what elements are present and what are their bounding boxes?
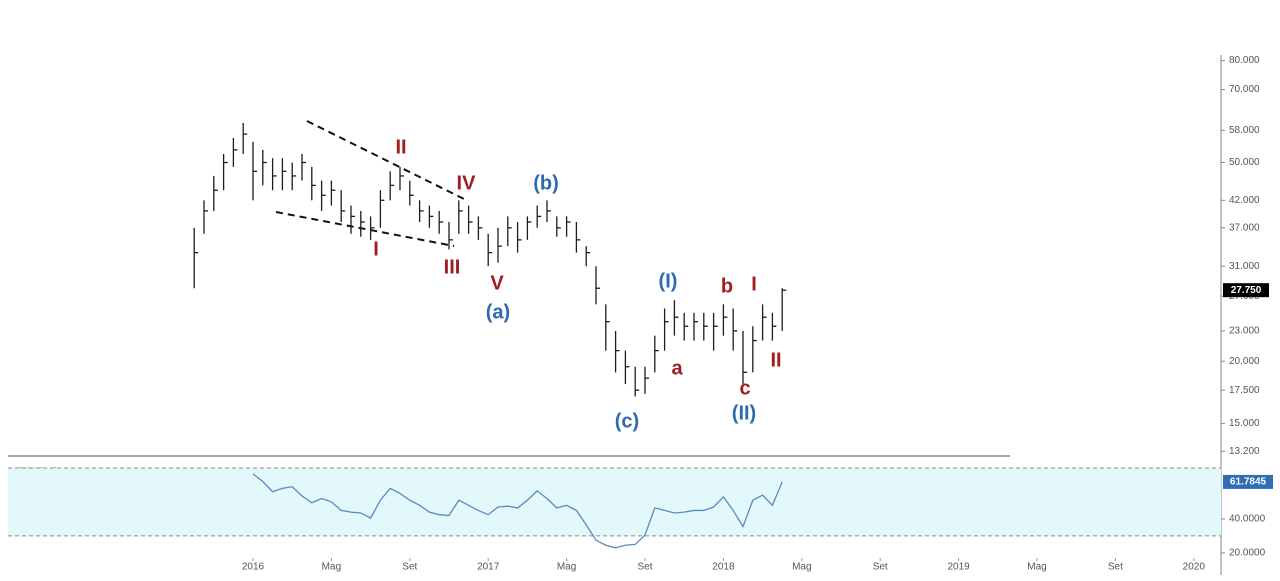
x-tick-label: Mag [322, 562, 341, 573]
wave-label: (II) [732, 402, 756, 424]
last-rsi-label: 61.7845 [1230, 477, 1267, 488]
rsi-line [252, 473, 783, 549]
wave-label: b [721, 275, 733, 297]
wave-label: III [444, 256, 461, 278]
x-tick-label: Set [402, 562, 417, 573]
wave-label: I [751, 273, 757, 295]
x-tick-label: 2019 [947, 562, 970, 573]
wave-label: c [739, 377, 750, 399]
x-tick-label: Set [637, 562, 652, 573]
y-tick-label: 17.500 [1229, 385, 1260, 396]
trendline [275, 211, 455, 247]
y-tick-label: 80.000 [1229, 55, 1260, 66]
last-price-label: 27.750 [1231, 285, 1262, 296]
wave-label: a [671, 357, 683, 379]
wave-label: IV [457, 172, 477, 194]
y-tick-label: 23.000 [1229, 326, 1260, 337]
x-tick-label: 2020 [1183, 562, 1206, 573]
y-tick-label: 37.000 [1229, 222, 1260, 233]
y-tick-label: 42.000 [1229, 195, 1260, 206]
last-rsi-box [1223, 474, 1273, 489]
x-tick-label: Set [873, 562, 888, 573]
x-tick-label: Set [1108, 562, 1123, 573]
rsi-y-tick-label: 40.0000 [1229, 514, 1266, 525]
y-tick-label: 20.000 [1229, 356, 1260, 367]
wave-label: II [395, 136, 406, 158]
wave-label: (b) [533, 172, 559, 194]
x-tick-label: Mag [792, 562, 811, 573]
x-tick-label: 2017 [477, 562, 500, 573]
y-tick-label: 31.000 [1229, 261, 1260, 272]
wave-label: II [770, 349, 781, 371]
y-tick-label: 70.000 [1229, 84, 1260, 95]
wave-label: I [373, 238, 379, 260]
x-tick-label: Mag [557, 562, 576, 573]
wave-label: (a) [486, 301, 510, 323]
x-tick-label: Mag [1027, 562, 1046, 573]
y-tick-label: 58.000 [1229, 125, 1260, 136]
wave-label: (c) [615, 410, 639, 432]
trendline [306, 120, 467, 201]
wave-label: (I) [659, 270, 678, 292]
rsi-band [8, 467, 1221, 536]
x-tick-label: 2018 [712, 562, 735, 573]
y-tick-label: 50.000 [1229, 157, 1260, 168]
rsi-y-tick-label: 20.0000 [1229, 548, 1266, 559]
wave-label: V [490, 272, 504, 294]
last-price-box [1223, 283, 1269, 298]
x-tick-label: 2016 [242, 562, 265, 573]
y-tick-label: 15.000 [1229, 418, 1260, 429]
y-tick-label: 13.200 [1229, 446, 1260, 457]
